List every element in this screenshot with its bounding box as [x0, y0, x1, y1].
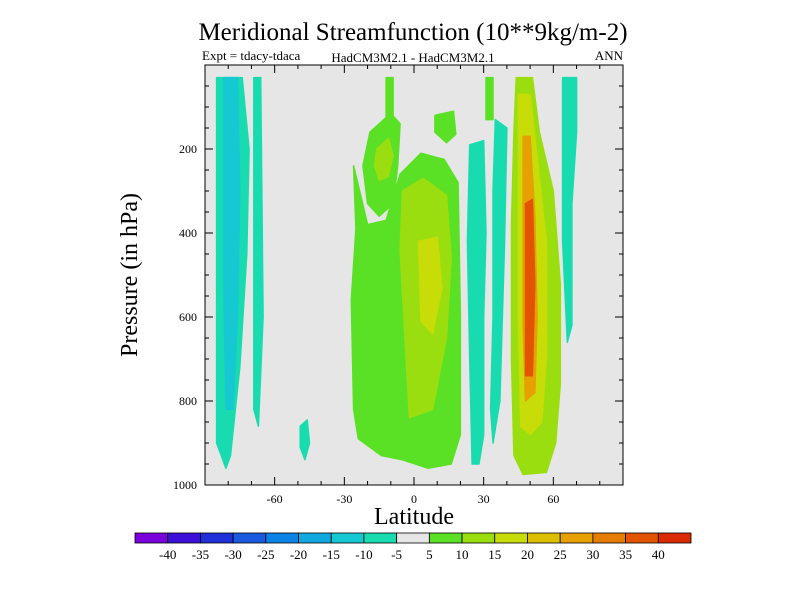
contour-region-sh-negative-core	[222, 76, 241, 411]
colorbar: -40 -35 -30 -25 -20 -15 -10 -5 5 10 15 20 25 30 35 40	[134, 532, 692, 562]
colorbar-swatch	[592, 532, 626, 544]
colorbar-label: -15	[323, 547, 340, 562]
colorbar-swatch	[363, 532, 398, 544]
y-tick-label: 800	[179, 394, 197, 408]
colorbar-label: -25	[257, 547, 274, 562]
colorbar-label: 20	[521, 547, 534, 562]
chart-subtitle-left: Expt = tdacy-tdaca	[202, 48, 301, 63]
colorbar-label: 15	[488, 547, 501, 562]
chart-title: Meridional Streamfunction (10**9kg/m-2)	[198, 19, 627, 46]
colorbar-swatch	[559, 532, 594, 544]
y-tick-label: 200	[179, 142, 197, 156]
contour-region-tropics-positive-main-inner	[417, 236, 443, 335]
contour-region-tropics-positive-upper-right	[434, 110, 457, 144]
colorbar-swatch	[461, 532, 496, 544]
contour-region-nh-negative-right	[561, 76, 578, 343]
colorbar-swatch	[494, 532, 528, 544]
y-tick-label: 600	[179, 310, 197, 324]
colorbar-swatch	[330, 532, 365, 544]
colorbar-swatch	[298, 532, 332, 544]
colorbar-swatch	[134, 532, 169, 544]
colorbar-swatch	[625, 532, 659, 544]
contour-region-tropics-negative-side	[489, 118, 508, 444]
x-axis-label: Latitude	[374, 504, 454, 530]
colorbar-label: 5	[426, 547, 433, 562]
colorbar-swatch	[396, 532, 430, 544]
contour-region-nh-positive-core	[524, 198, 536, 377]
colorbar-label: -30	[224, 547, 241, 562]
y-tick-label: 1000	[173, 478, 197, 492]
y-axis-label: Pressure (in hPa)	[117, 193, 143, 357]
colorbar-swatch	[657, 532, 692, 544]
colorbar-label: 25	[554, 547, 567, 562]
contour-region-tropics-negative-column	[466, 139, 487, 465]
colorbar-label: 40	[652, 547, 665, 562]
contour-region-sh-negative-side	[253, 76, 264, 427]
colorbar-label: -10	[355, 547, 372, 562]
colorbar-swatch	[232, 532, 267, 544]
colorbar-label: 10	[456, 547, 469, 562]
colorbar-swatch	[200, 532, 234, 544]
colorbar-swatch	[428, 532, 463, 544]
colorbar-label: -20	[290, 547, 307, 562]
colorbar-label: -5	[391, 547, 402, 562]
colorbar-label: 30	[586, 547, 599, 562]
contour-region-tropics-positive-right-thin	[485, 76, 494, 121]
colorbar-label: -40	[159, 547, 176, 562]
colorbar-label: -35	[192, 547, 209, 562]
colorbar-swatch	[167, 532, 201, 544]
colorbar-label: 35	[619, 547, 632, 562]
x-tick-label: 0	[411, 492, 417, 506]
colorbar-swatch	[265, 532, 299, 544]
contour-region-tropics-positive-upper-core	[373, 137, 394, 182]
y-tick-label: 400	[179, 226, 197, 240]
x-tick-label: -60	[267, 492, 283, 506]
x-tick-label: 60	[547, 492, 559, 506]
chart-subtitle-center: HadCM3M2.1 - HadCM3M2.1	[331, 50, 494, 65]
contour-region-sh-negative-spot	[299, 419, 311, 461]
chart-subtitle-right: ANN	[595, 48, 624, 63]
colorbar-swatch	[527, 532, 561, 544]
x-tick-label: 30	[478, 492, 490, 506]
x-tick-label: -30	[336, 492, 352, 506]
contour-region-tropics-positive-thin	[385, 76, 394, 119]
